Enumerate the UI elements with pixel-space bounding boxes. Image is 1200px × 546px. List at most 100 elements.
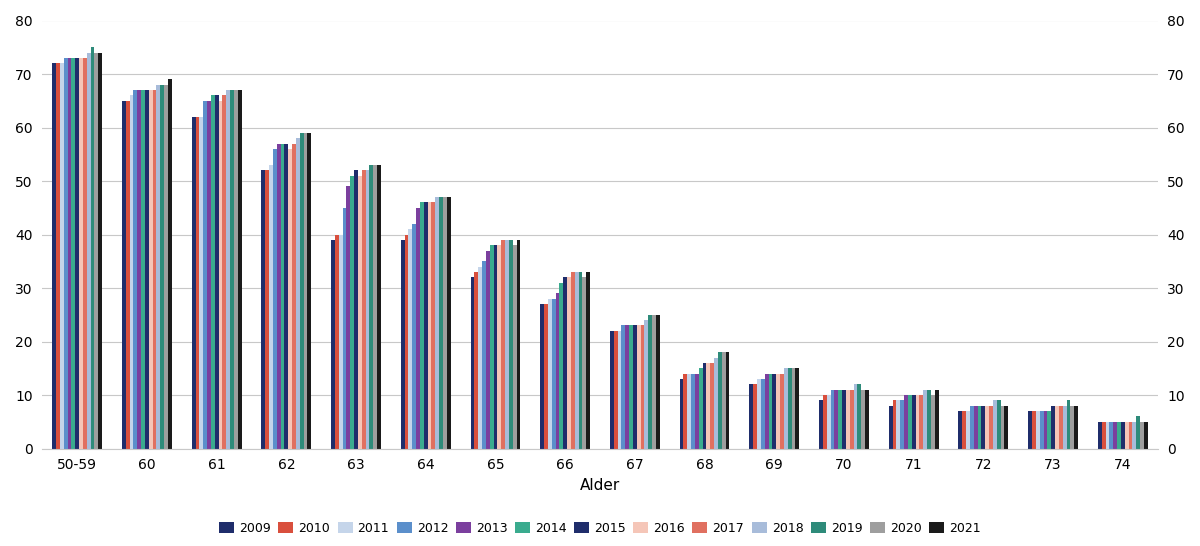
Bar <box>370 165 373 448</box>
Bar <box>288 149 292 448</box>
Bar <box>142 90 145 448</box>
Bar <box>272 149 277 448</box>
Bar <box>784 368 787 448</box>
Bar <box>343 207 347 448</box>
Bar <box>497 245 502 448</box>
Bar <box>377 165 380 448</box>
Bar <box>262 170 265 448</box>
Bar <box>919 395 923 448</box>
Bar <box>1039 411 1044 448</box>
Bar <box>67 58 72 448</box>
Bar <box>420 203 424 448</box>
Bar <box>710 363 714 448</box>
Bar <box>361 170 366 448</box>
Bar <box>269 165 272 448</box>
Bar <box>679 379 684 448</box>
Bar <box>196 117 199 448</box>
Bar <box>846 390 850 448</box>
Bar <box>436 197 439 448</box>
Bar <box>749 384 754 448</box>
Bar <box>490 245 493 448</box>
Bar <box>486 251 490 448</box>
Bar <box>83 58 86 448</box>
Bar <box>568 277 571 448</box>
Bar <box>865 390 869 448</box>
Bar <box>959 411 962 448</box>
Bar <box>935 390 938 448</box>
Bar <box>904 395 908 448</box>
Bar <box>86 52 91 448</box>
Bar <box>559 283 563 448</box>
Bar <box>982 406 985 448</box>
Bar <box>850 390 853 448</box>
Bar <box>896 400 900 448</box>
Bar <box>656 314 660 448</box>
Bar <box>698 368 703 448</box>
Bar <box>830 390 834 448</box>
Bar <box>427 203 432 448</box>
Bar <box>776 373 780 448</box>
Bar <box>928 390 931 448</box>
Bar <box>1133 422 1136 448</box>
Bar <box>126 101 130 448</box>
Bar <box>432 203 436 448</box>
Bar <box>908 395 912 448</box>
Bar <box>622 325 625 448</box>
Bar <box>215 96 218 448</box>
Bar <box>130 96 133 448</box>
Bar <box>834 390 839 448</box>
Bar <box>424 203 427 448</box>
Bar <box>230 90 234 448</box>
Bar <box>842 390 846 448</box>
Bar <box>912 395 916 448</box>
Bar <box>714 358 718 448</box>
Bar <box>985 406 989 448</box>
Bar <box>512 245 516 448</box>
Bar <box>1051 406 1055 448</box>
Bar <box>1070 406 1074 448</box>
Bar <box>1058 406 1063 448</box>
Bar <box>578 272 582 448</box>
Bar <box>164 85 168 448</box>
Bar <box>1124 422 1128 448</box>
X-axis label: Alder: Alder <box>580 478 620 493</box>
Bar <box>792 368 796 448</box>
Bar <box>203 101 208 448</box>
Bar <box>571 272 575 448</box>
Bar <box>974 406 978 448</box>
Bar <box>470 277 474 448</box>
Bar <box>923 390 928 448</box>
Bar <box>787 368 792 448</box>
Bar <box>335 234 338 448</box>
Bar <box>1114 422 1117 448</box>
Bar <box>1048 411 1051 448</box>
Bar <box>95 52 98 448</box>
Bar <box>641 325 644 448</box>
Bar <box>284 144 288 448</box>
Bar <box>820 400 823 448</box>
Bar <box>502 240 505 448</box>
Bar <box>358 176 361 448</box>
Bar <box>347 186 350 448</box>
Bar <box>1074 406 1078 448</box>
Bar <box>773 373 776 448</box>
Bar <box>768 373 773 448</box>
Bar <box>296 138 300 448</box>
Bar <box>307 133 311 448</box>
Bar <box>98 52 102 448</box>
Bar <box>1140 422 1144 448</box>
Bar <box>478 266 482 448</box>
Bar <box>149 90 152 448</box>
Bar <box>192 117 196 448</box>
Bar <box>300 133 304 448</box>
Bar <box>404 234 408 448</box>
Bar <box>281 144 284 448</box>
Bar <box>613 331 618 448</box>
Bar <box>1144 422 1147 448</box>
Bar <box>331 240 335 448</box>
Bar <box>540 304 544 448</box>
Bar <box>1136 417 1140 448</box>
Bar <box>91 48 95 448</box>
Bar <box>931 395 935 448</box>
Bar <box>989 406 992 448</box>
